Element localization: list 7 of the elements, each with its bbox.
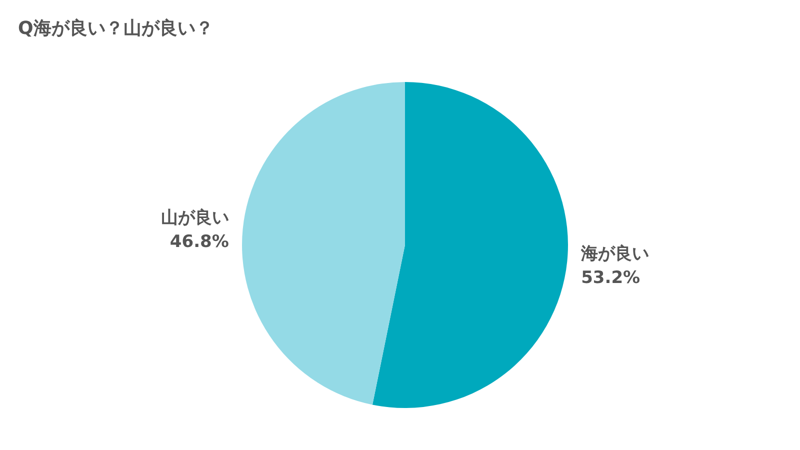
data-label: 46.8% — [170, 232, 229, 252]
pie-slice — [242, 82, 405, 405]
pie-slice — [372, 82, 568, 408]
data-label: 53.2% — [581, 268, 640, 288]
slice-label: 山が良い — [160, 208, 229, 228]
slice-label: 海が良い — [580, 244, 650, 264]
chart-title: Q海が良い？山が良い？ — [18, 17, 214, 40]
